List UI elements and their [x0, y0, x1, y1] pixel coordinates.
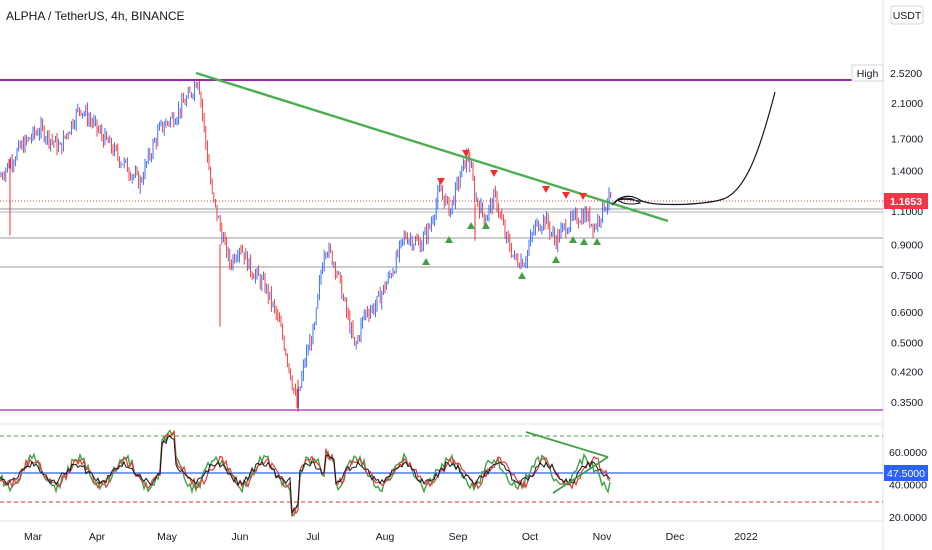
rsi-signal-line [0, 430, 611, 517]
currency-button[interactable]: USDT [890, 5, 924, 25]
horizontal-levels [0, 79, 883, 411]
time-tick-label: Nov [593, 531, 612, 543]
rsi-pane [0, 429, 883, 518]
time-tick-label: 2022 [734, 531, 758, 543]
buy-signal-marker [422, 258, 430, 265]
last-price-value: 1.1653 [890, 196, 922, 208]
rsi-trendline-upper [525, 431, 609, 458]
sell-signal-marker [437, 178, 445, 185]
time-tick-label: Jul [306, 531, 319, 543]
price-tick-label: 0.5000 [891, 337, 923, 349]
high-label: High 2.5200 [851, 64, 922, 82]
buy-signal-marker [580, 238, 588, 245]
time-tick-label: Oct [522, 531, 538, 543]
rsi-level-badge: 47.5000 [884, 465, 928, 481]
currency-label: USDT [893, 10, 922, 22]
buy-signal-marker [482, 222, 490, 229]
price-tick-label: 1.4000 [891, 166, 923, 178]
time-tick-label: Dec [666, 531, 685, 543]
time-axis-ticks: Mar Apr May Jun Jul Aug Sep Oct Nov Dec 2022 [24, 531, 758, 543]
buy-signal-marker [445, 236, 453, 243]
rsi-tick-label: 60.0000 [889, 447, 927, 459]
sell-signal-marker [462, 150, 470, 157]
price-tick-label: 2.1000 [891, 98, 923, 110]
time-tick-label: May [157, 531, 178, 543]
price-tick-label: 0.6000 [891, 307, 923, 319]
buy-signal-marker [467, 222, 475, 229]
buy-signal-marker [552, 256, 560, 263]
buy-signal-marker [569, 236, 577, 243]
price-tick-label: 0.7500 [891, 270, 923, 282]
rsi-trendline-lower [552, 456, 609, 494]
high-value: 2.5200 [890, 68, 922, 80]
price-axis-ticks: 2.10001.70001.40001.10000.90000.75000.60… [891, 98, 923, 409]
price-tick-label: 0.4200 [891, 367, 923, 379]
high-text: High [857, 68, 879, 80]
sell-signal-marker [490, 170, 498, 177]
sell-signal-marker [542, 186, 550, 193]
price-tick-label: 0.9000 [891, 239, 923, 251]
sell-signal-marker [579, 193, 587, 200]
buy-signal-marker [518, 272, 526, 279]
rsi-tick-label: 40.0000 [889, 480, 927, 492]
time-tick-label: Aug [376, 531, 395, 543]
sell-signal-marker [562, 192, 570, 199]
projection-loops [614, 197, 651, 205]
time-tick-label: Mar [24, 531, 43, 543]
price-tick-label: 0.3500 [891, 397, 923, 409]
rsi-ma-line [0, 435, 611, 514]
rsi-tick-label: 20.0000 [889, 512, 927, 524]
rsi-axis-ticks: 60.0000 40.0000 20.0000 [889, 447, 927, 524]
buy-signal-marker [593, 238, 601, 245]
time-tick-label: Apr [89, 531, 106, 543]
time-tick-label: Sep [449, 531, 468, 543]
time-tick-label: Jun [232, 531, 249, 543]
price-candles [0, 80, 612, 412]
projection-curve [611, 91, 776, 206]
drawings [195, 71, 776, 223]
rsi-level-value: 47.5000 [887, 468, 925, 480]
downtrend-line [195, 71, 669, 223]
symbol-title: ALPHA / TetherUS, 4h, BINANCE [6, 9, 185, 23]
last-price-badge: 1.1653 [884, 193, 928, 209]
signal-markers [422, 150, 601, 279]
price-tick-label: 1.7000 [891, 133, 923, 145]
